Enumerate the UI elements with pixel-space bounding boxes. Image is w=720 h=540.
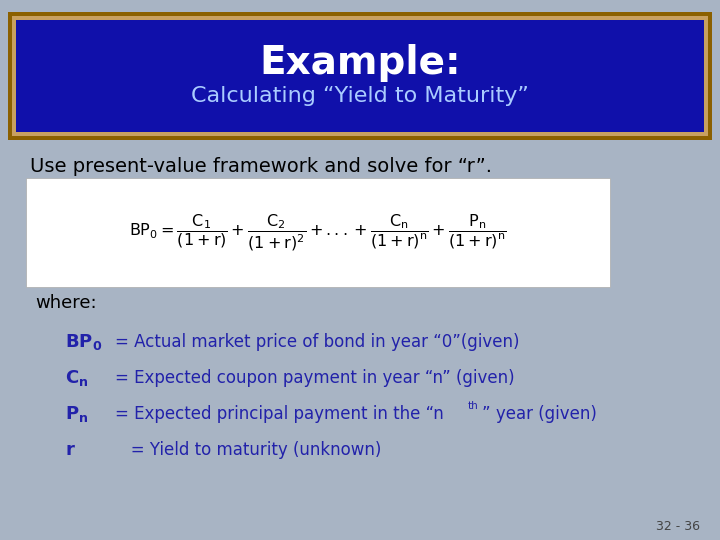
Text: = Actual market price of bond in year “0”(given): = Actual market price of bond in year “0…	[115, 333, 520, 351]
FancyBboxPatch shape	[12, 16, 708, 136]
Text: th: th	[468, 401, 479, 411]
Text: = Expected principal payment in the “n: = Expected principal payment in the “n	[115, 405, 444, 423]
Text: Calculating “Yield to Maturity”: Calculating “Yield to Maturity”	[191, 86, 529, 106]
Text: = Expected coupon payment in year “n” (given): = Expected coupon payment in year “n” (g…	[115, 369, 515, 387]
Text: $\mathbf{P_n}$: $\mathbf{P_n}$	[65, 404, 89, 424]
Text: 32 - 36: 32 - 36	[656, 519, 700, 532]
Text: = Yield to maturity (unknown): = Yield to maturity (unknown)	[115, 441, 382, 459]
Text: Use present-value framework and solve for “r”.: Use present-value framework and solve fo…	[30, 157, 492, 176]
FancyBboxPatch shape	[26, 178, 610, 287]
FancyBboxPatch shape	[16, 20, 704, 132]
Text: $\mathbf{C_n}$: $\mathbf{C_n}$	[65, 368, 89, 388]
Text: Example:: Example:	[259, 44, 461, 82]
Text: where:: where:	[35, 294, 96, 312]
FancyBboxPatch shape	[8, 12, 712, 140]
Text: ” year (given): ” year (given)	[482, 405, 597, 423]
Text: $\mathrm{BP_0 = \dfrac{C_1}{(1+r)} + \dfrac{C_2}{(1+r)^2} + ...+ \dfrac{C_n}{(1+: $\mathrm{BP_0 = \dfrac{C_1}{(1+r)} + \df…	[129, 213, 507, 253]
Text: $\mathbf{r}$: $\mathbf{r}$	[65, 441, 76, 459]
Text: $\mathbf{BP_0}$: $\mathbf{BP_0}$	[65, 332, 102, 352]
